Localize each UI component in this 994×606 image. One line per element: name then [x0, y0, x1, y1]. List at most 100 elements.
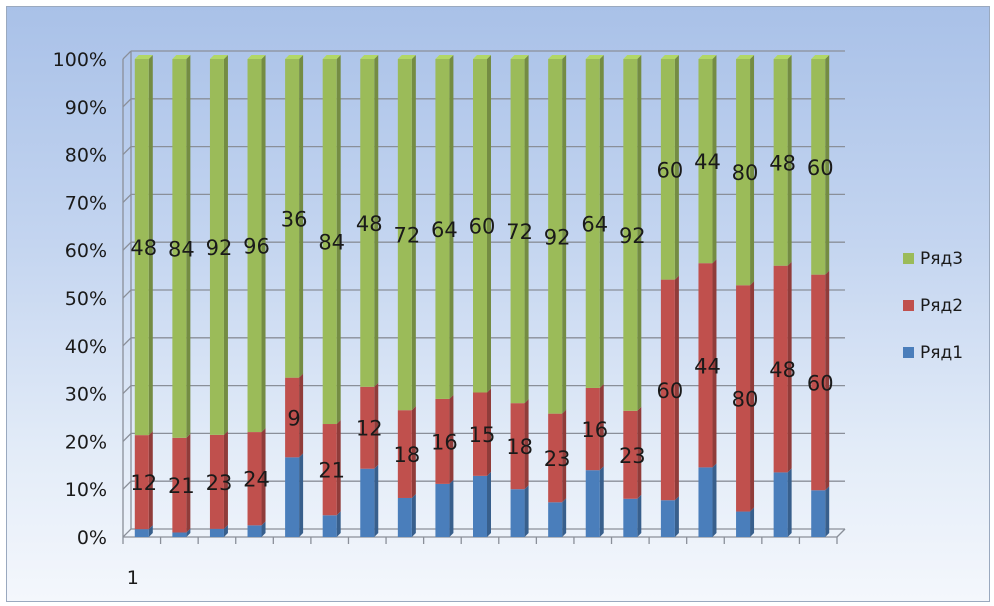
- bar-side-3: [562, 55, 567, 414]
- gridline-side: [122, 480, 132, 490]
- bar-segment-Ряд1: [209, 528, 224, 537]
- bar-side-1: [562, 498, 567, 537]
- bar-side-1: [599, 466, 604, 537]
- bar-side-2: [524, 399, 529, 490]
- bar-segment-Ряд3: [510, 59, 525, 404]
- bar-side-1: [186, 528, 191, 537]
- bar-segment-Ряд2: [773, 265, 788, 473]
- bar-side-1: [825, 486, 830, 537]
- bar-side-1: [374, 464, 379, 537]
- gridline-side: [122, 337, 132, 347]
- bar-side-2: [261, 428, 266, 526]
- bar-segment-Ряд2: [623, 410, 638, 499]
- bar-segment-Ряд3: [435, 59, 450, 399]
- bar-side-2: [223, 430, 228, 529]
- bar-segment-Ряд2: [698, 263, 713, 468]
- y-tick-label: 50%: [65, 288, 107, 310]
- bar-top-cap: [585, 55, 604, 59]
- bar-top-cap: [209, 55, 228, 59]
- bar-side-2: [411, 406, 416, 498]
- bar-segment-Ряд3: [397, 59, 412, 411]
- bar-segment-Ряд1: [773, 472, 788, 537]
- bar-top-cap: [623, 55, 642, 59]
- y-tick-label: 20%: [65, 431, 107, 453]
- bar-segment-Ряд1: [510, 489, 525, 537]
- bar-side-3: [750, 55, 755, 286]
- bar-segment-Ряд1: [322, 515, 337, 537]
- data-label: 23: [619, 444, 646, 468]
- bar-top-cap: [698, 55, 717, 59]
- bar-segment-Ряд2: [247, 432, 262, 526]
- bar-segment-Ряд3: [660, 59, 675, 280]
- data-label: 64: [431, 218, 458, 242]
- bar-side-2: [712, 259, 717, 468]
- data-label: 60: [657, 379, 684, 403]
- data-label: 48: [769, 358, 796, 382]
- data-label: 92: [206, 236, 233, 260]
- bar-segment-Ряд3: [172, 59, 187, 438]
- bar-segment-Ряд3: [736, 59, 751, 286]
- data-label: 84: [318, 231, 345, 255]
- bar-side-2: [186, 433, 191, 533]
- legend-label: Ряд2: [920, 296, 963, 316]
- bar-top-cap: [285, 55, 304, 59]
- bar-side-2: [148, 431, 153, 530]
- stacked-percent-bar-chart: 0% 10% 20% 30% 40% 50% 60% 70% 80% 90% 100% 1 12 48 21…: [53, 49, 963, 589]
- bar-segment-Ряд1: [247, 525, 262, 537]
- legend-swatch-Ряд1: [903, 347, 914, 358]
- bar-side-3: [148, 55, 153, 436]
- data-label: 12: [356, 417, 383, 441]
- bar-side-1: [750, 507, 755, 537]
- bar-segment-Ряд1: [473, 475, 487, 537]
- bar-side-1: [299, 453, 304, 537]
- data-label: 9: [287, 407, 300, 431]
- bar-side-3: [261, 55, 266, 433]
- bar-side-2: [599, 383, 604, 471]
- data-label: 60: [657, 158, 684, 182]
- bar-side-2: [750, 281, 755, 512]
- bar-segment-Ряд3: [548, 59, 563, 414]
- legend-label: Ряд3: [920, 249, 963, 269]
- bar-segment-Ряд1: [585, 470, 600, 537]
- bar-segment-Ряд3: [585, 59, 600, 388]
- floor-edge: [836, 528, 846, 538]
- bar-side-3: [825, 55, 830, 275]
- y-tick-label: 10%: [65, 479, 107, 501]
- bar-side-2: [637, 406, 642, 499]
- gridline-side: [122, 432, 132, 442]
- data-label: 80: [732, 387, 759, 411]
- bar-segment-Ряд3: [134, 59, 149, 436]
- bar-segment-Ряд3: [209, 59, 224, 435]
- bar-segment-Ряд1: [285, 457, 300, 537]
- data-label: 92: [619, 224, 646, 248]
- data-label: 72: [393, 224, 420, 248]
- bar-segment-Ряд3: [698, 59, 713, 264]
- bar-segment-Ряд3: [247, 59, 262, 433]
- bar-side-2: [674, 275, 679, 501]
- bar-segment-Ряд1: [360, 468, 375, 537]
- legend-swatch-Ряд3: [903, 253, 914, 264]
- bar-segment-Ряд2: [660, 279, 675, 501]
- bar-segment-Ряд1: [623, 498, 638, 537]
- bar-side-1: [787, 468, 792, 537]
- data-label: 80: [732, 161, 759, 185]
- bar-side-2: [336, 420, 341, 516]
- bar-top-cap: [435, 55, 454, 59]
- bar-side-1: [524, 485, 529, 537]
- bar-side-3: [336, 55, 341, 425]
- data-label: 44: [694, 354, 721, 378]
- bar-side-3: [712, 55, 717, 264]
- bar-side-1: [637, 494, 642, 537]
- bar-top-cap: [736, 55, 755, 59]
- bar-segment-Ряд2: [435, 398, 450, 484]
- bar-segment-Ряд1: [397, 497, 412, 537]
- bar-side-1: [261, 521, 266, 537]
- y-tick-label: 0%: [77, 527, 107, 549]
- bar-top-cap: [811, 55, 830, 59]
- bar-top-cap: [548, 55, 567, 59]
- bar-side-3: [223, 55, 228, 435]
- bar-side-2: [825, 270, 830, 491]
- data-label: 21: [318, 459, 345, 483]
- bar-side-3: [524, 55, 529, 404]
- bar-segment-Ряд1: [548, 502, 563, 537]
